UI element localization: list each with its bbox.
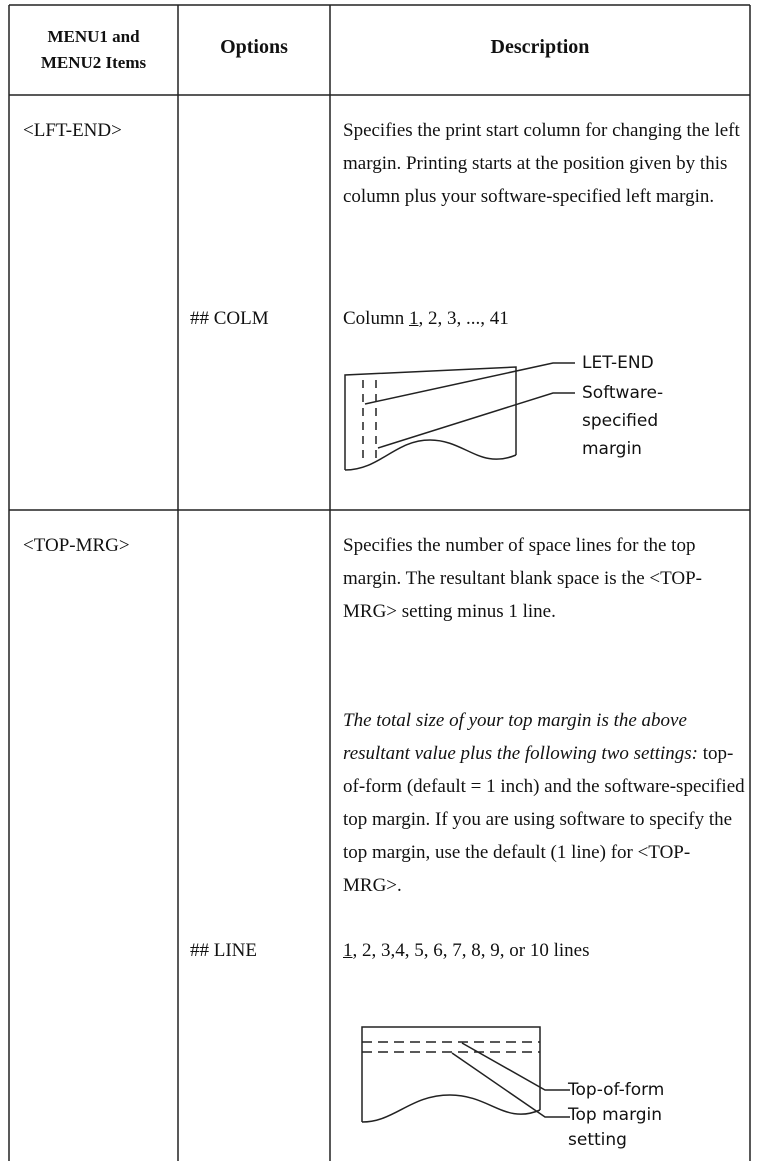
default-value: 1 xyxy=(408,308,419,329)
text: , 2, 3,4, 5, 6, 7, 8, 9, or 10 lines xyxy=(352,940,590,961)
label-line: Top margin xyxy=(568,1105,663,1125)
figure-label: Software- specified margin xyxy=(582,379,663,463)
description: Specifies the number of space lines for … xyxy=(343,535,702,622)
figure-label: Top-of-form xyxy=(568,1076,664,1104)
note-plain: top-of-form (default = 1 inch) and the s… xyxy=(343,743,745,896)
label-line: setting xyxy=(568,1130,627,1150)
left-margin-figure xyxy=(344,362,575,471)
label-line: specified xyxy=(582,411,659,431)
default-value: 1 xyxy=(343,940,353,961)
option-values: 1, 2, 3,4, 5, 6, 7, 8, 9, or 10 lines xyxy=(343,934,589,967)
description: Specifies the print start column for cha… xyxy=(343,120,740,207)
option-values: Column 1, 2, 3, ..., 41 xyxy=(343,302,509,335)
item: <TOP-MRG> xyxy=(23,535,130,556)
header-line: MENU1 and xyxy=(47,27,140,46)
label-line: Software- xyxy=(582,383,664,403)
option: ## COLM xyxy=(190,308,269,329)
option: ## LINE xyxy=(190,940,258,961)
header-item: MENU1 and MENU2 Items xyxy=(9,24,178,76)
label-line: LET-END xyxy=(582,353,654,373)
item: <LFT-END> xyxy=(23,120,122,141)
header-options: Options xyxy=(220,36,288,58)
figure-label: Top margin setting xyxy=(568,1103,662,1153)
top-margin-figure xyxy=(361,1026,570,1123)
header-description: Description xyxy=(490,36,590,58)
text: , 2, 3, ..., 41 xyxy=(418,308,509,329)
label-line: margin xyxy=(582,439,642,459)
label-line: Top-of-form xyxy=(568,1080,665,1100)
header-line: MENU2 Items xyxy=(40,53,147,72)
note: The total size of your top margin is the… xyxy=(343,704,745,902)
note-italic: The total size of your top margin is the… xyxy=(343,710,699,764)
text: Column xyxy=(343,308,409,329)
figure-label: LET-END xyxy=(582,349,654,377)
